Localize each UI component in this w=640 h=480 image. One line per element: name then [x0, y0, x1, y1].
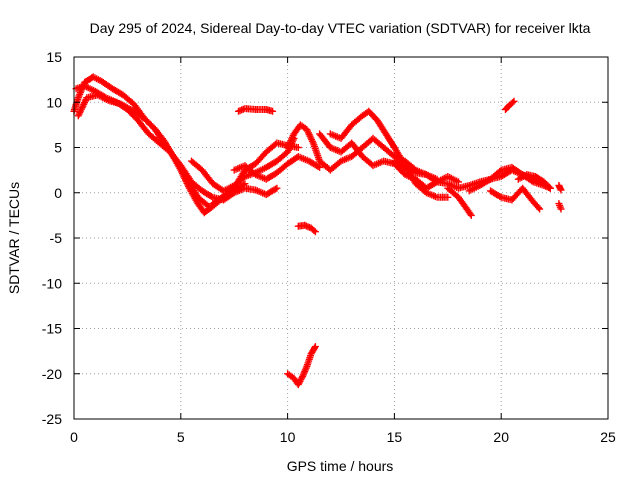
y-tick-label: 5: [54, 140, 62, 156]
x-tick-labels: 0 5 10 15 20 25: [70, 429, 616, 445]
data-point-markers: [284, 343, 319, 389]
x-tick-label: 20: [493, 429, 509, 445]
x-tick-label: 15: [387, 429, 403, 445]
series-track-18: [284, 343, 319, 389]
data-point-markers: [72, 82, 281, 204]
series-track-15: [235, 105, 277, 115]
grid: [74, 57, 608, 419]
series-track-16: [502, 97, 518, 113]
data-point-markers: [444, 184, 475, 219]
y-tick-label: -15: [42, 321, 62, 337]
y-tick-label: -5: [50, 230, 63, 246]
data-point-markers: [555, 200, 565, 213]
y-tick-label: -25: [42, 411, 62, 427]
x-tick-label: 25: [600, 429, 616, 445]
data-marks: [70, 73, 565, 389]
y-tick-label: -20: [42, 366, 62, 382]
series-track-17: [294, 221, 319, 236]
data-point-markers: [74, 91, 213, 210]
data-point-markers: [487, 184, 544, 213]
x-tick-label: 0: [70, 429, 78, 445]
axis-ticks: [73, 56, 609, 420]
data-point-markers: [502, 97, 518, 113]
data-point-markers: [294, 221, 319, 236]
x-axis-label: GPS time / hours: [287, 458, 394, 474]
series-track-2: [72, 82, 281, 204]
series-track-13: [487, 184, 544, 213]
series-track-14: [514, 171, 554, 192]
data-point-markers: [230, 153, 324, 183]
y-tick-label: -10: [42, 275, 62, 291]
series-track-3: [74, 91, 213, 210]
series-track-6: [230, 153, 324, 183]
data-point-markers: [235, 105, 277, 115]
x-tick-label: 10: [280, 429, 296, 445]
data-point-markers: [555, 182, 565, 194]
chart-title: Day 295 of 2024, Sidereal Day-to-day VTE…: [90, 20, 591, 36]
y-tick-label: 0: [54, 185, 62, 201]
series-track-11: [444, 184, 475, 219]
data-point-markers: [514, 171, 554, 192]
y-axis-label: SDTVAR / TECUs: [6, 182, 22, 294]
y-tick-label: 15: [46, 49, 62, 65]
series-track-19: [555, 182, 565, 194]
y-tick-labels: -25 -20 -15 -10 -5 0 5 10 15: [42, 49, 62, 427]
series-track-20: [555, 200, 565, 213]
x-tick-label: 5: [177, 429, 185, 445]
y-tick-label: 10: [46, 94, 62, 110]
